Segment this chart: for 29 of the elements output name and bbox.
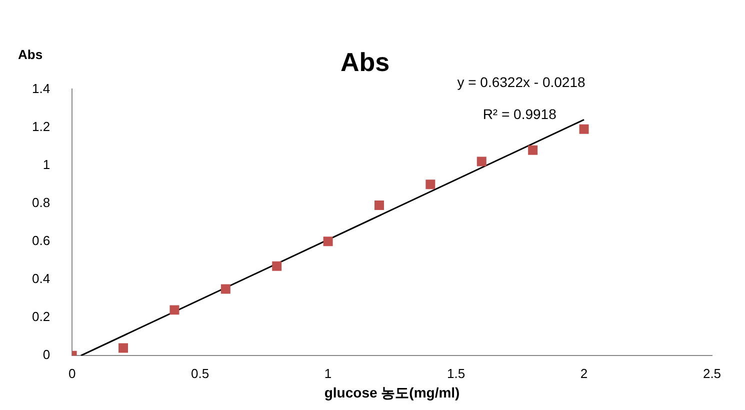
point (170, 305, 180, 315)
y-tick-label: 0.8 (32, 194, 50, 210)
y-tick-label: 0.4 (32, 271, 50, 286)
point (374, 200, 384, 210)
y-tick-label: 0 (42, 347, 50, 362)
chart-title: Abs (340, 46, 390, 77)
y-axis-title: Abs (18, 47, 43, 62)
x-tick-label: 0 (68, 366, 76, 381)
x-axis-title: glucose 농도(mg/ml) (324, 384, 460, 400)
point (323, 236, 333, 246)
y-tick-label: 0.2 (32, 309, 50, 324)
point (220, 284, 230, 294)
y-tick-label: 1.2 (32, 118, 50, 134)
x-tick-label: 1.5 (446, 366, 466, 381)
x-tick-label: 1 (324, 366, 332, 381)
point (476, 156, 486, 166)
y-tick-label: 1 (42, 156, 50, 172)
point (272, 261, 282, 271)
x-tick-label: 2.5 (702, 366, 722, 381)
x-tick-label: 0.5 (191, 366, 210, 381)
y-tick-label: 0.6 (32, 233, 50, 248)
annotation: y = 0.6322x - 0.0218 (457, 74, 586, 90)
x-tick-label: 2 (580, 366, 588, 381)
point (426, 180, 436, 190)
y-tick-label: 1.4 (32, 80, 50, 96)
point (528, 145, 538, 155)
point (118, 343, 128, 353)
point (579, 124, 589, 134)
annotation: R² = 0.9918 (482, 106, 557, 122)
